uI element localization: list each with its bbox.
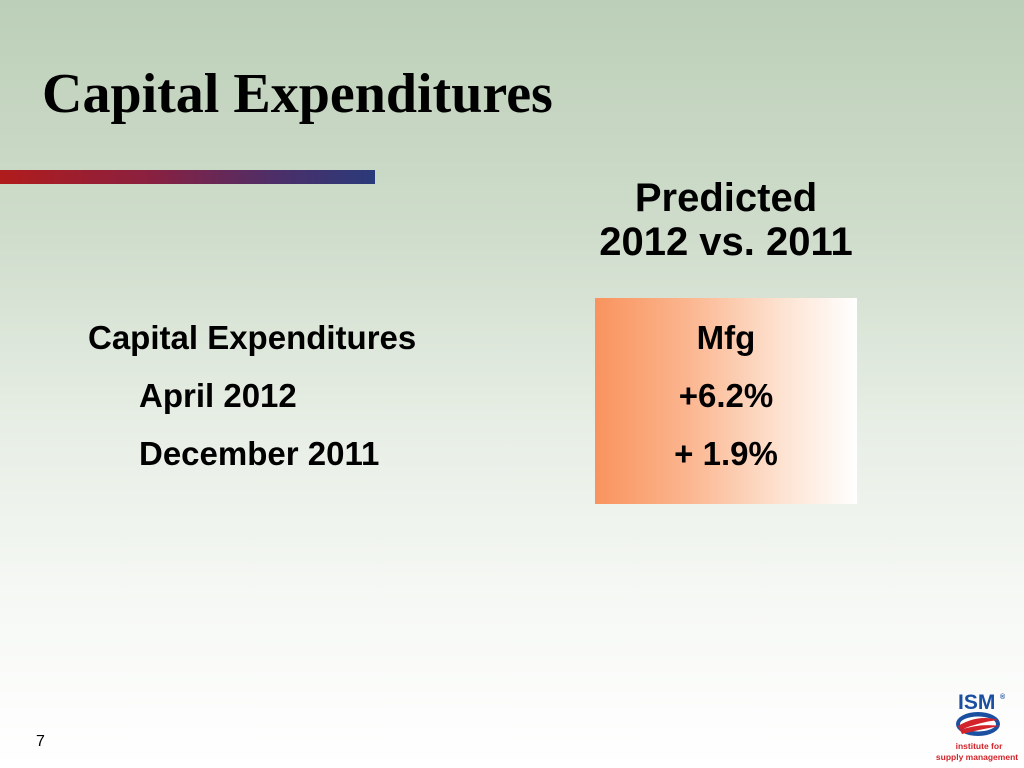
slide-title: Capital Expenditures <box>42 63 553 125</box>
logo-swoosh-icon <box>956 712 1000 736</box>
row-labels: Capital Expenditures April 2012 December… <box>88 318 416 492</box>
header-line-2: 2012 vs. 2011 <box>599 220 853 264</box>
value-december-2011: + 1.9% <box>674 435 778 472</box>
values-box: Mfg +6.2% + 1.9% <box>595 298 857 504</box>
value-column-label: Mfg <box>696 319 756 356</box>
logo-line-2: supply management <box>936 752 1018 762</box>
page-number: 7 <box>36 733 45 750</box>
logo-mark-text: ISM <box>958 691 995 714</box>
logo-registered-mark: ® <box>1000 693 1006 701</box>
ism-logo: ISM ® institute for supply management <box>936 691 1018 762</box>
row-label-december-2011: December 2011 <box>139 435 380 472</box>
value-april-2012: +6.2% <box>678 377 774 414</box>
row-label-heading: Capital Expenditures <box>88 319 417 356</box>
title-underline-bar <box>0 170 375 184</box>
header-line-1: Predicted <box>634 176 818 220</box>
predicted-column-header: Predicted 2012 vs. 2011 <box>560 176 892 264</box>
row-label-april-2012: April 2012 <box>139 377 297 414</box>
logo-line-1: institute for <box>956 741 1003 751</box>
